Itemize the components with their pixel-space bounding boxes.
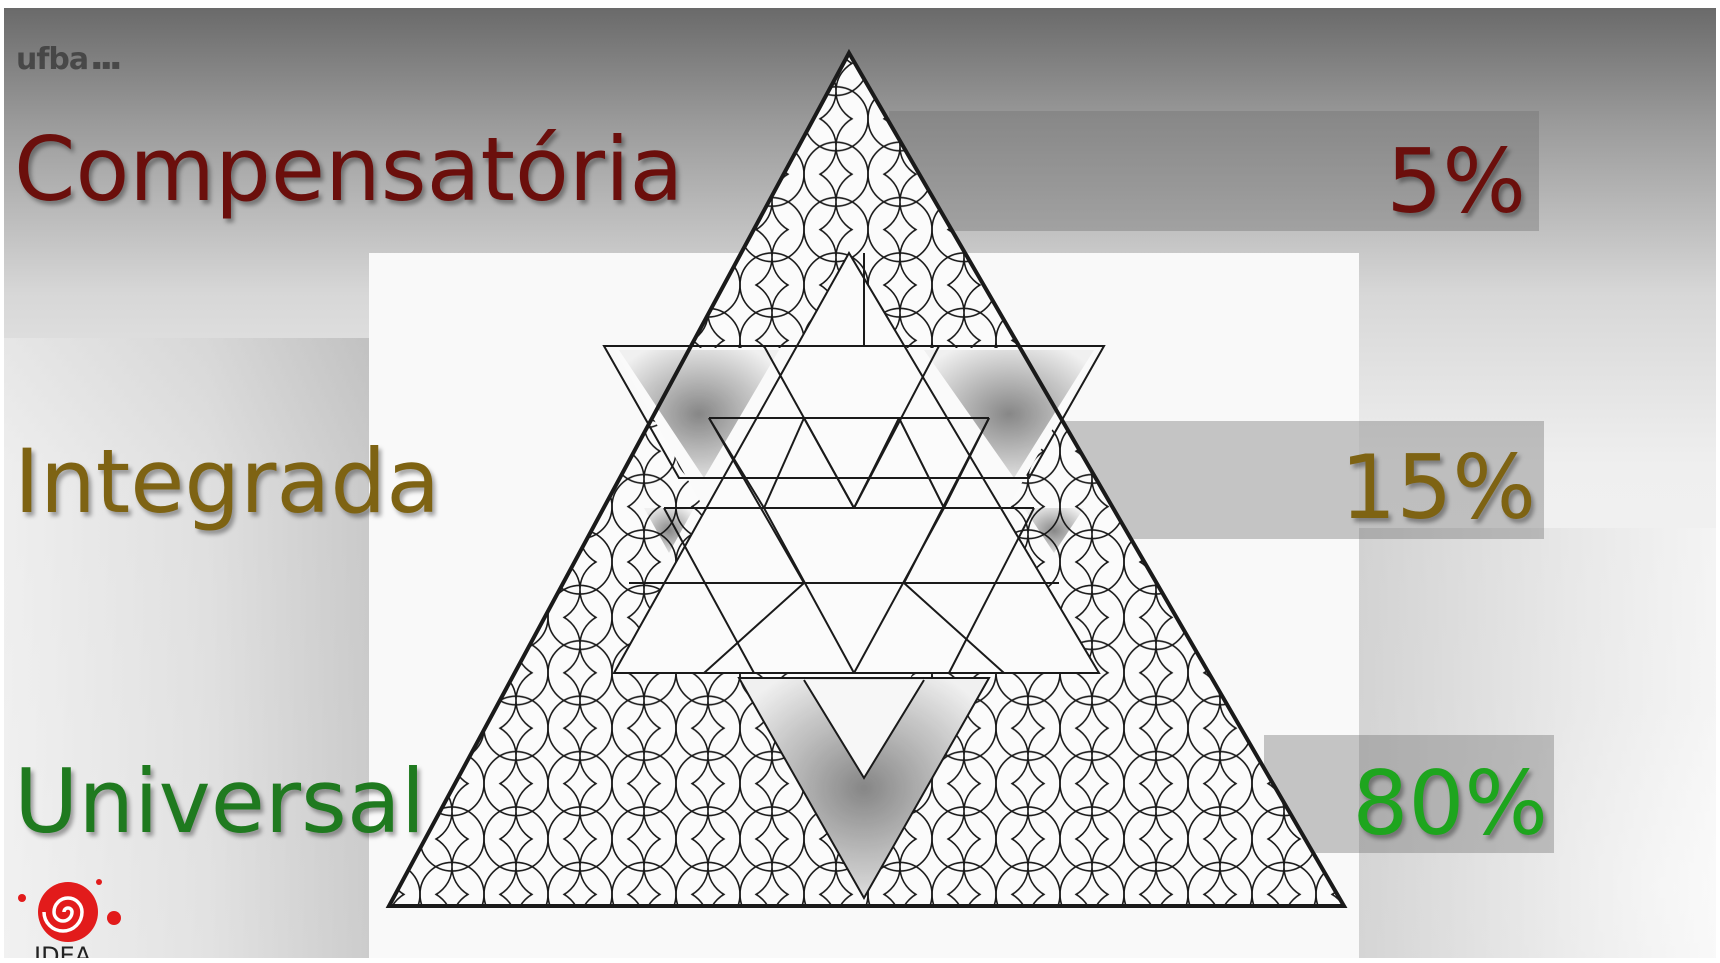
background-shade-left	[4, 338, 374, 958]
label-compensatoria: Compensatória	[14, 118, 684, 221]
ufba-logo-text: ufba	[16, 42, 89, 77]
label-universal: Universal	[14, 750, 426, 853]
label-integrada: Integrada	[14, 430, 441, 533]
percent-universal: 80%	[1352, 752, 1548, 855]
ufba-logo: ufba ▪▪▪	[16, 42, 121, 77]
idea-spiral-logo-icon	[18, 879, 121, 942]
sacred-geometry-triangle-illustration	[385, 48, 1348, 908]
percent-bar-compensatoria	[889, 111, 1539, 231]
percent-integrada: 15%	[1340, 436, 1536, 539]
idea-logo-text: IDEA	[34, 942, 92, 958]
triangle-grid-lines	[385, 48, 1348, 908]
slide: ufba ▪▪▪ IDEA Compensatória 5% Integrada …	[4, 8, 1716, 958]
background-shade-right	[1356, 528, 1716, 958]
stipple-shading	[619, 350, 1094, 898]
percent-compensatoria: 5%	[1386, 130, 1526, 233]
percent-bar-universal	[1264, 735, 1554, 853]
